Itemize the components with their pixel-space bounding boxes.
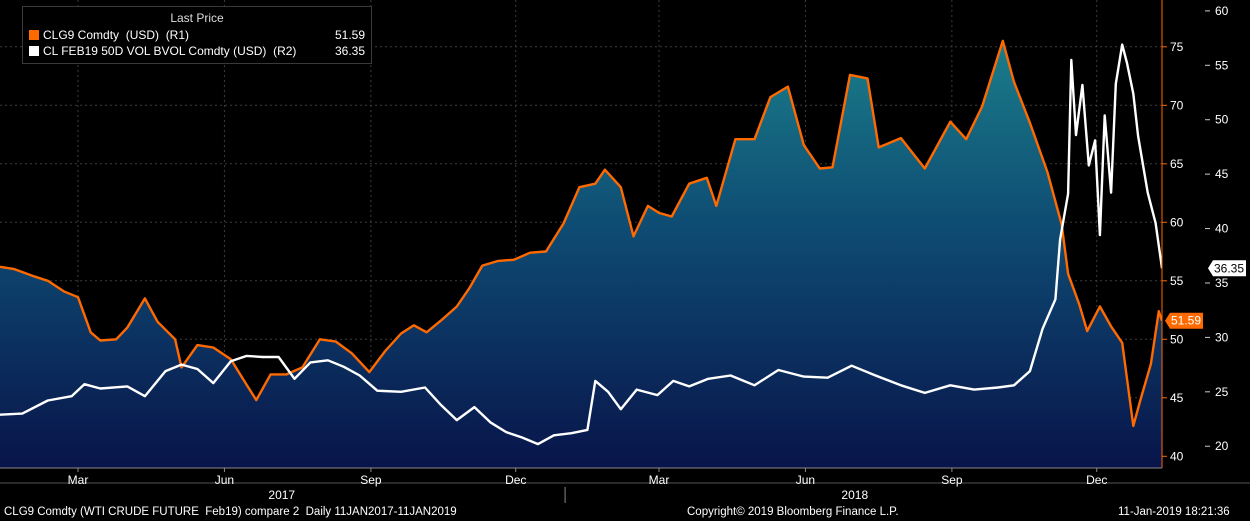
- footer-bar: CLG9 Comdty (WTI CRUDE FUTURE Feb19) com…: [0, 505, 1250, 521]
- r1-tick-label: 40: [1170, 449, 1184, 463]
- r2-tick-label: 25: [1215, 385, 1229, 399]
- r1-tick-label: 45: [1170, 391, 1184, 405]
- r2-tick-label: 40: [1215, 222, 1229, 236]
- year-label: 2018: [841, 488, 868, 502]
- series-area-layer: [0, 40, 1162, 468]
- r1-tick-label: 75: [1170, 40, 1184, 54]
- value-tag-label: 51.59: [1171, 314, 1201, 328]
- series-line: [0, 39, 1162, 428]
- r2-tick-label: 30: [1215, 330, 1229, 344]
- footer-copyright: Copyright© 2019 Bloomberg Finance L.P.: [687, 506, 899, 518]
- r2-tick-label: 45: [1215, 167, 1229, 181]
- legend-series-value: 51.59: [334, 27, 365, 42]
- r1-tick-label: 55: [1170, 274, 1184, 288]
- legend-title: Last Price: [170, 11, 224, 25]
- r2-tick-label: 20: [1215, 439, 1229, 453]
- orange-swatch-icon: [29, 29, 39, 40]
- x-tick-label: Dec: [1086, 473, 1107, 487]
- white-swatch-icon: [29, 45, 39, 56]
- value-tag-label: 36.35: [1214, 261, 1244, 275]
- legend-entry-vol: CL FEB19 50D VOL BVOL Comdty (USD) (R2) …: [29, 43, 365, 58]
- series-line: [0, 43, 1162, 446]
- footer-timestamp: 11-Jan-2019 18:21:36: [1118, 506, 1230, 518]
- r2-tick-label: 35: [1215, 276, 1229, 290]
- legend-series-value: 36.35: [334, 43, 365, 58]
- x-tick-label: Mar: [649, 473, 670, 487]
- r1-tick-label: 50: [1170, 332, 1184, 346]
- value-tag-marker: [1208, 260, 1246, 277]
- r2-tick-label: 50: [1215, 113, 1229, 127]
- r1-tick-label: 60: [1170, 215, 1184, 229]
- r2-tick-label: 60: [1215, 4, 1229, 18]
- x-tick-label: Sep: [360, 473, 382, 487]
- x-tick-label: Sep: [941, 473, 963, 487]
- value-tag-marker: [1165, 312, 1203, 329]
- r1-tick-label: 65: [1170, 157, 1184, 171]
- x-tick-label: Jun: [796, 473, 815, 487]
- x-tick-label: Mar: [68, 473, 89, 487]
- series-area: [0, 40, 1162, 468]
- series-line-layer: [0, 39, 1162, 446]
- x-tick-label: Jun: [215, 473, 234, 487]
- legend: Last Price CLG9 Comdty (USD) (R1) 51.59 …: [22, 6, 372, 64]
- legend-series-name: CL FEB19 50D VOL BVOL Comdty (USD) (R2): [43, 43, 297, 58]
- year-label: 2017: [268, 488, 295, 502]
- x-tick-label: Dec: [505, 473, 526, 487]
- r1-tick-label: 70: [1170, 98, 1184, 112]
- footer-security-info: CLG9 Comdty (WTI CRUDE FUTURE Feb19) com…: [4, 506, 457, 518]
- axes: 40 45 50 55 60 65 70 75 20 25 30 35 40 45 50 55 60 Mar Jun…: [0, 0, 1250, 503]
- r2-tick-label: 55: [1215, 58, 1229, 72]
- legend-series-name: CLG9 Comdty (USD) (R1): [43, 27, 190, 42]
- legend-entry-price: CLG9 Comdty (USD) (R1) 51.59: [29, 27, 365, 42]
- value-tags: 51.59 36.35: [1165, 260, 1246, 329]
